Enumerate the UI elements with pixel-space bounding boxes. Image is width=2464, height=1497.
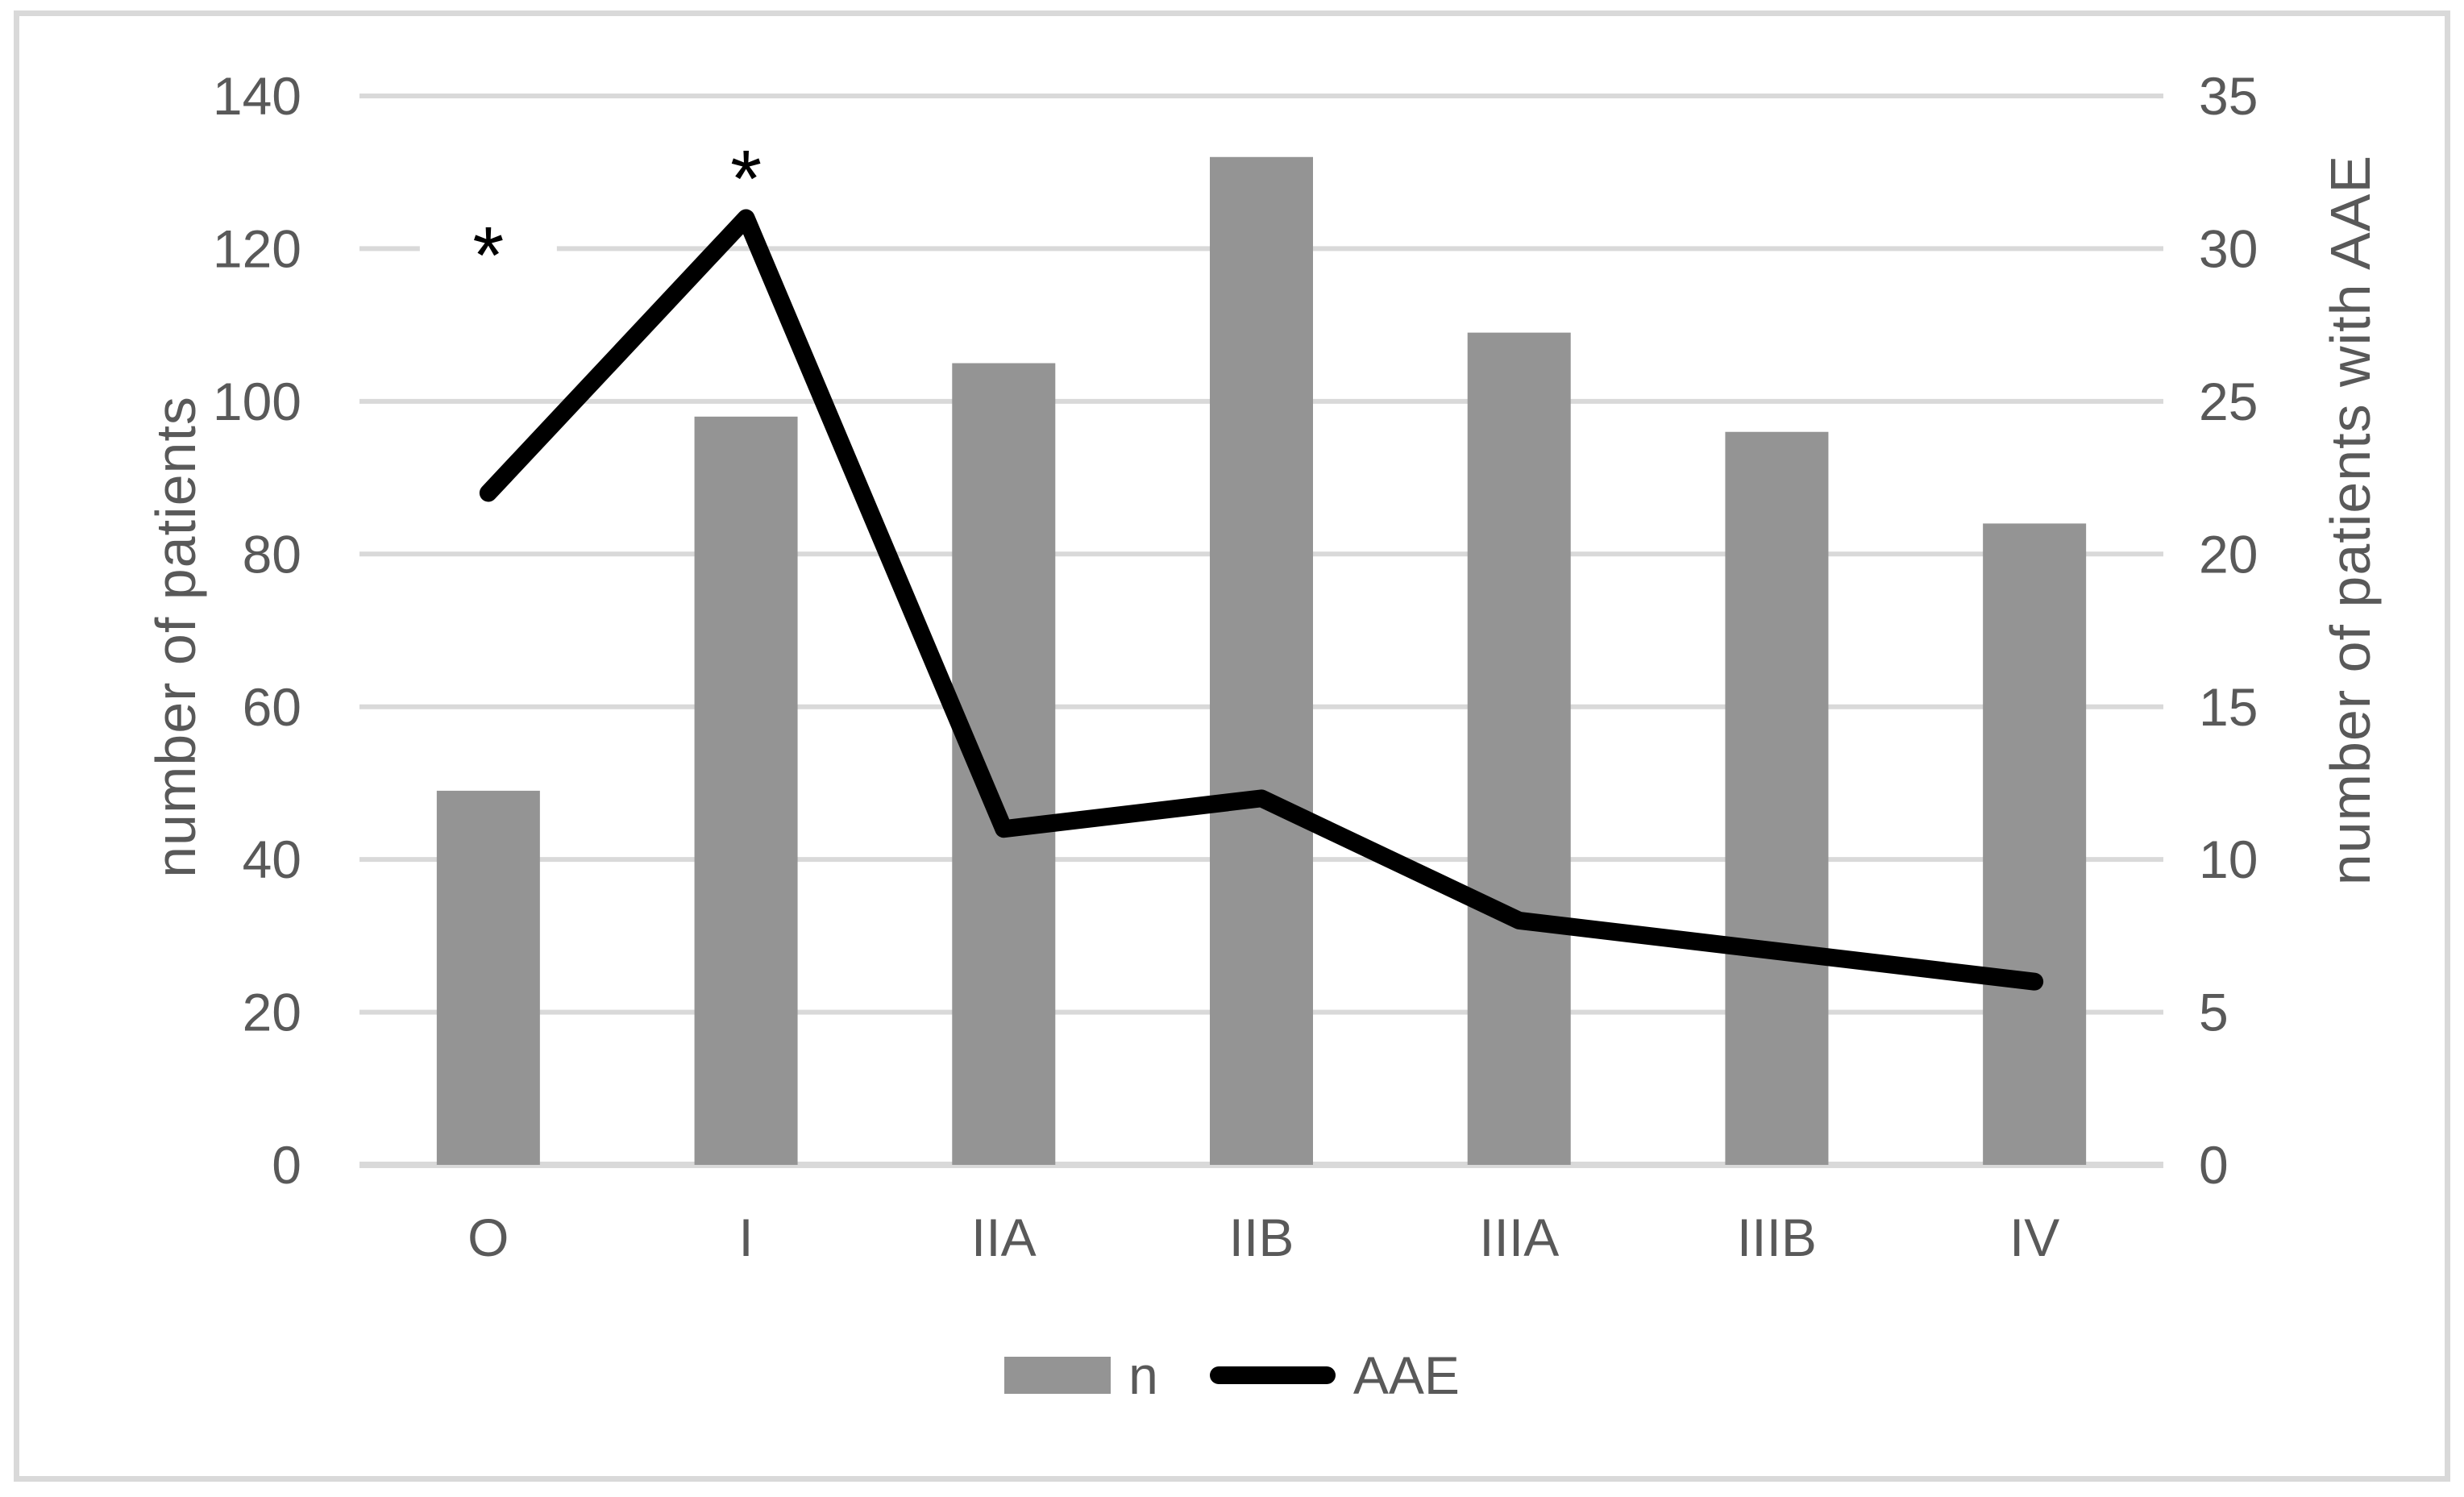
annotation-backing <box>677 131 815 196</box>
x-axis-category-label: IIIB <box>1737 1208 1817 1267</box>
left-axis-title: number of patients <box>144 396 207 878</box>
left-axis-tick-label: 40 <box>243 830 301 889</box>
legend-label-n: n <box>1128 1345 1158 1405</box>
right-axis-tick-label: 20 <box>2199 524 2258 584</box>
x-axis-category-label: IIA <box>971 1208 1037 1267</box>
x-axis-category-label: IIB <box>1229 1208 1294 1267</box>
left-axis-tick-label: 0 <box>272 1135 301 1195</box>
right-axis-tick-label: 15 <box>2199 677 2258 737</box>
legend-item-n: n <box>1004 1345 1158 1406</box>
aae-line <box>479 209 2044 991</box>
legend-item-aae: AAE <box>1209 1345 1460 1406</box>
bar-IIIA <box>1467 332 1571 1166</box>
right-axis-tick-label: 25 <box>2199 372 2258 431</box>
bar-IIB <box>1210 156 1313 1165</box>
left-axis-tick-label: 20 <box>243 983 301 1042</box>
left-axis-tick-label: 140 <box>213 66 301 126</box>
x-axis-category-label: O <box>467 1208 509 1267</box>
right-axis-title: number of patients with AAE <box>2319 154 2382 886</box>
bar-series-swatch-icon <box>1004 1357 1112 1394</box>
x-axis-category-label: IV <box>2009 1208 2059 1267</box>
right-axis-tick-label: 10 <box>2199 830 2258 889</box>
line-series-swatch-icon <box>1209 1366 1336 1384</box>
chart-legend: n AAE <box>0 1345 2464 1406</box>
x-axis-category-label: IIIA <box>1479 1208 1559 1267</box>
bar-I <box>694 416 798 1165</box>
significance-asterisk-I: * <box>730 134 762 224</box>
bar-IV <box>1983 523 2087 1165</box>
bar-IIIB <box>1725 431 1829 1165</box>
significance-asterisk-O: * <box>472 210 504 301</box>
left-axis-tick-label: 100 <box>213 372 301 431</box>
x-axis-category-label: I <box>738 1208 753 1267</box>
left-axis-tick-label: 120 <box>213 219 301 279</box>
legend-label-aae: AAE <box>1352 1345 1460 1405</box>
annotation-backing <box>419 206 557 272</box>
bar-O <box>436 790 540 1165</box>
right-axis-tick-label: 5 <box>2199 983 2229 1042</box>
right-axis-tick-label: 35 <box>2199 66 2258 126</box>
figure-frame <box>14 10 2450 1482</box>
left-axis-tick-label: 80 <box>243 524 301 584</box>
right-axis-tick-label: 0 <box>2199 1135 2229 1195</box>
right-axis-tick-label: 30 <box>2199 219 2258 279</box>
left-axis-tick-label: 60 <box>243 677 301 737</box>
